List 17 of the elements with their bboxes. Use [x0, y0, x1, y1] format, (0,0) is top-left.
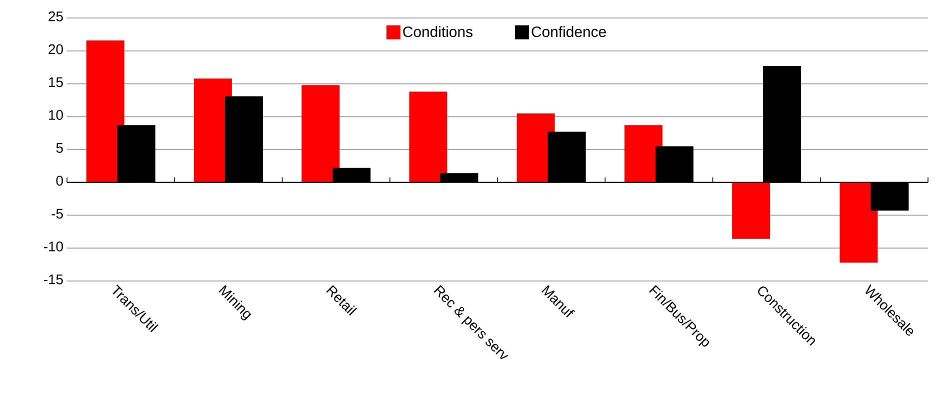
y-tick-label: -5	[52, 208, 63, 219]
legend-label: Conditions	[403, 26, 472, 38]
bar	[409, 92, 448, 182]
bar	[86, 40, 124, 182]
y-tick-label: 10	[49, 110, 63, 120]
y-tick-label: 25	[48, 11, 63, 22]
y-tick-label: 20	[48, 44, 63, 54]
bar	[840, 182, 878, 263]
legend-label: Confidence	[532, 26, 606, 38]
bar	[302, 85, 340, 182]
y-tick-label: -15	[44, 274, 63, 284]
y-tick-label: 0	[56, 176, 63, 186]
y-tick-label: -10	[44, 242, 63, 252]
y-tick-label: 15	[49, 77, 63, 88]
bar	[732, 182, 770, 239]
y-tick-label: 5	[56, 143, 63, 153]
x-tick-label: Rec & pers serv	[434, 285, 508, 360]
